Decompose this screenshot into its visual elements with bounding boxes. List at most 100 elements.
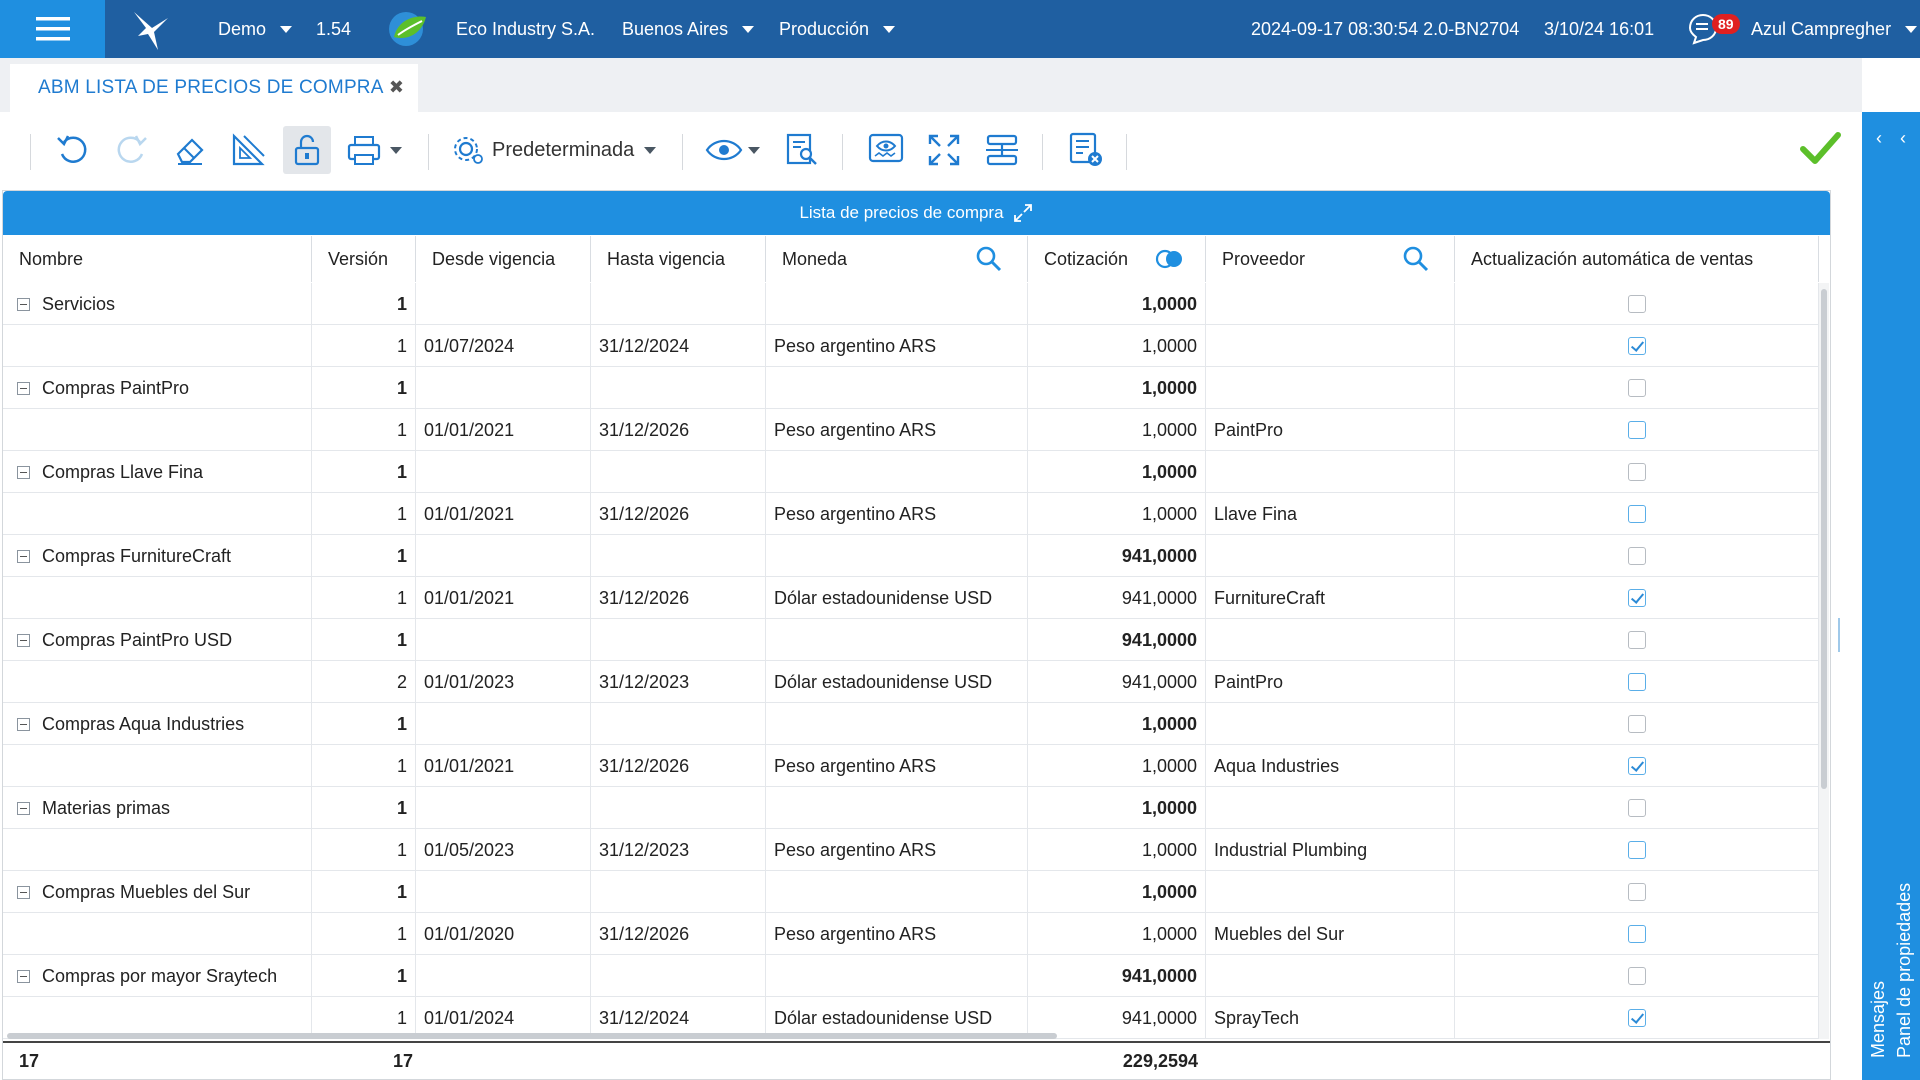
app-logo-icon[interactable] (128, 6, 174, 52)
column-exchange-rate-cell[interactable]: 1,0000 (1028, 451, 1206, 493)
column-name-cell[interactable]: Compras FurnitureCraft (3, 535, 312, 577)
table-row[interactable]: 1 01/01/2021 31/12/2026 Peso argentino ARS 1… (3, 493, 1819, 535)
column-name-cell[interactable] (3, 577, 312, 619)
column-supplier-cell[interactable] (1206, 367, 1455, 409)
table-group-row[interactable]: Compras PaintPro USD 1 941,0000 (3, 619, 1819, 661)
column-currency-cell[interactable] (766, 955, 1028, 997)
column-supplier-cell[interactable] (1206, 703, 1455, 745)
column-exchange-rate-cell[interactable]: 1,0000 (1028, 745, 1206, 787)
company-name[interactable]: Eco Industry S.A. (456, 18, 596, 39)
auto-update-checkbox[interactable] (1627, 673, 1646, 691)
column-valid-to-header[interactable]: Hasta vigencia (591, 236, 766, 282)
vertical-scrollbar[interactable] (1819, 283, 1829, 1039)
column-version-cell[interactable]: 1 (312, 619, 416, 661)
column-valid-from-cell[interactable]: 01/01/2021 (416, 409, 591, 451)
table-row[interactable]: 1 01/05/2023 31/12/2023 Peso argentino ARS 1… (3, 829, 1819, 871)
column-supplier-cell[interactable] (1206, 787, 1455, 829)
column-valid-to-cell[interactable] (591, 283, 766, 325)
column-currency-cell[interactable] (766, 871, 1028, 913)
unlock-button[interactable] (283, 126, 331, 174)
column-supplier-cell[interactable]: Industrial Plumbing (1206, 829, 1455, 871)
column-version-cell[interactable]: 1 (312, 871, 416, 913)
close-tab-icon[interactable]: ✖ (388, 77, 404, 97)
column-supplier-cell[interactable] (1206, 619, 1455, 661)
column-currency-cell[interactable] (766, 787, 1028, 829)
eraser-button[interactable] (166, 126, 214, 174)
column-exchange-rate-cell[interactable]: 1,0000 (1028, 367, 1206, 409)
maximize-icon[interactable] (1012, 202, 1034, 224)
column-valid-from-cell[interactable]: 01/01/2021 (416, 493, 591, 535)
column-currency-cell[interactable]: Dólar estadounidense USD (766, 661, 1028, 703)
column-exchange-rate-cell[interactable]: 941,0000 (1028, 955, 1206, 997)
column-valid-from-cell[interactable]: 01/05/2023 (416, 829, 591, 871)
column-currency-header[interactable]: Moneda (766, 236, 1028, 282)
auto-update-checkbox[interactable] (1627, 883, 1646, 901)
column-exchange-rate-cell[interactable]: 941,0000 (1028, 997, 1206, 1039)
column-version-cell[interactable]: 1 (312, 745, 416, 787)
column-supplier-cell[interactable]: Muebles del Sur (1206, 913, 1455, 955)
auto-update-checkbox[interactable] (1627, 967, 1646, 985)
column-name-cell[interactable] (3, 913, 312, 955)
column-exchange-rate-cell[interactable]: 1,0000 (1028, 493, 1206, 535)
messages-panel-tab[interactable]: Mensajes (1868, 980, 1888, 1058)
column-currency-cell[interactable]: Dólar estadounidense USD (766, 997, 1028, 1039)
auto-update-checkbox[interactable] (1627, 379, 1646, 397)
search-icon[interactable] (975, 245, 1003, 273)
design-tools-button[interactable] (224, 126, 272, 174)
column-supplier-cell[interactable] (1206, 283, 1455, 325)
auto-update-checkbox[interactable] (1627, 547, 1646, 565)
table-row[interactable]: 1 01/01/2020 31/12/2026 Peso argentino ARS 1… (3, 913, 1819, 955)
auto-update-checkbox[interactable] (1627, 1009, 1646, 1027)
column-valid-to-cell[interactable]: 31/12/2024 (591, 325, 766, 367)
column-valid-from-cell[interactable] (416, 871, 591, 913)
horizontal-scrollbar[interactable] (7, 1033, 1057, 1039)
column-supplier-cell[interactable] (1206, 325, 1455, 367)
print-button[interactable] (340, 126, 388, 174)
column-version-cell[interactable]: 1 (312, 829, 416, 871)
column-version-cell[interactable]: 1 (312, 367, 416, 409)
table-row[interactable]: 1 01/01/2021 31/12/2026 Dólar estadounidens… (3, 577, 1819, 619)
column-version-header[interactable]: Versión (312, 236, 416, 282)
column-exchange-rate-cell[interactable]: 1,0000 (1028, 703, 1206, 745)
column-valid-to-cell[interactable]: 31/12/2023 (591, 661, 766, 703)
column-valid-to-cell[interactable] (591, 451, 766, 493)
view-preset-dropdown[interactable]: Predeterminada (450, 126, 634, 174)
column-name-cell[interactable]: Compras Aqua Industries (3, 703, 312, 745)
column-supplier-cell[interactable]: PaintPro (1206, 661, 1455, 703)
column-valid-to-cell[interactable] (591, 955, 766, 997)
panel-splitter[interactable] (1838, 618, 1840, 652)
column-currency-cell[interactable]: Peso argentino ARS (766, 325, 1028, 367)
clear-filters-button[interactable] (1062, 126, 1110, 174)
column-valid-from-cell[interactable] (416, 367, 591, 409)
column-name-cell[interactable] (3, 829, 312, 871)
column-valid-from-cell[interactable] (416, 787, 591, 829)
column-valid-to-cell[interactable]: 31/12/2024 (591, 997, 766, 1039)
auto-update-checkbox[interactable] (1627, 799, 1646, 817)
confirm-check-icon[interactable] (1798, 126, 1842, 170)
column-name-cell[interactable]: Compras Muebles del Sur (3, 871, 312, 913)
column-valid-from-cell[interactable] (416, 703, 591, 745)
collapse-group-icon[interactable] (17, 549, 30, 563)
column-supplier-cell[interactable] (1206, 955, 1455, 997)
preview-button[interactable] (862, 126, 910, 174)
column-valid-from-cell[interactable] (416, 619, 591, 661)
column-valid-to-cell[interactable]: 31/12/2026 (591, 409, 766, 451)
column-version-cell[interactable]: 1 (312, 325, 416, 367)
column-exchange-rate-cell[interactable]: 1,0000 (1028, 325, 1206, 367)
column-valid-from-cell[interactable]: 01/01/2024 (416, 997, 591, 1039)
column-supplier-cell[interactable] (1206, 451, 1455, 493)
column-valid-to-cell[interactable] (591, 367, 766, 409)
column-supplier-cell[interactable] (1206, 535, 1455, 577)
column-version-cell[interactable]: 1 (312, 955, 416, 997)
collapse-group-icon[interactable] (17, 465, 30, 479)
column-currency-cell[interactable]: Peso argentino ARS (766, 409, 1028, 451)
collapse-panel-icon[interactable]: ‹ (1900, 128, 1906, 148)
column-exchange-rate-cell[interactable]: 941,0000 (1028, 535, 1206, 577)
expand-button[interactable] (920, 126, 968, 174)
collapse-group-icon[interactable] (17, 801, 30, 815)
column-exchange-rate-cell[interactable]: 1,0000 (1028, 871, 1206, 913)
column-currency-cell[interactable]: Peso argentino ARS (766, 913, 1028, 955)
column-exchange-rate-header[interactable]: Cotización (1028, 236, 1206, 282)
table-group-row[interactable]: Compras PaintPro 1 1,0000 (3, 367, 1819, 409)
collapse-left-icon[interactable]: ‹ (1876, 128, 1882, 148)
